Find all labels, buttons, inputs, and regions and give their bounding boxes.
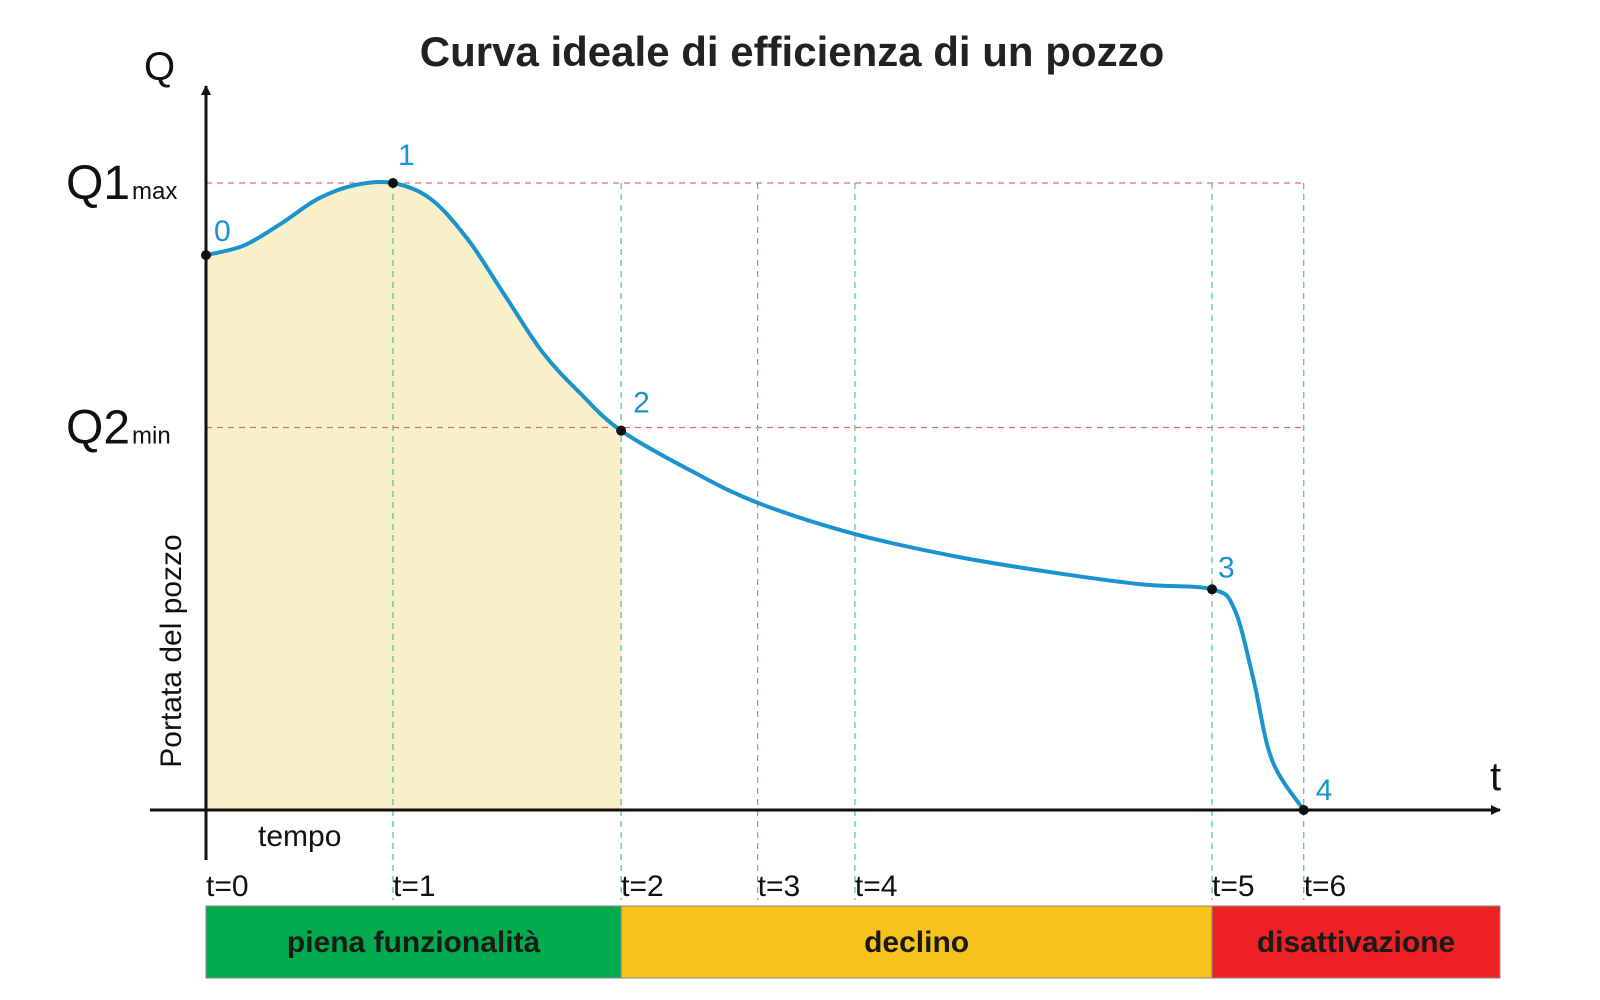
key-point-label-1: 1	[398, 139, 415, 172]
efficiency-curve	[204, 179, 1306, 812]
key-point-1	[388, 178, 398, 188]
x-tick-label: t=5	[1212, 870, 1255, 903]
phase-bar: piena funzionalità declino disattivazione	[205, 905, 1501, 979]
phase-segment	[205, 905, 622, 979]
key-point-label-3: 3	[1218, 551, 1235, 584]
phase-segment	[620, 905, 1213, 979]
y-axis-label: Portata del pozzo	[155, 534, 188, 767]
x-tick-label: t=4	[855, 870, 898, 903]
x-axis-symbol: t	[1490, 755, 1501, 799]
phase-label: declino	[864, 926, 969, 959]
phase-label: disattivazione	[1257, 926, 1455, 959]
shaded-area	[206, 181, 622, 811]
x-tick-label: t=2	[621, 870, 664, 903]
chart-title: Curva ideale di efficienza di un pozzo	[420, 28, 1164, 75]
y-level-label-q2min: Q2min	[66, 402, 171, 455]
guide-lines-layer	[206, 182, 1305, 900]
key-point-label-2: 2	[633, 387, 650, 420]
key-point-4	[1298, 805, 1309, 815]
key-point-0	[201, 250, 211, 261]
key-point-2	[616, 425, 627, 436]
phase-segment	[1211, 905, 1501, 979]
x-tick-label: t=0	[206, 870, 249, 903]
key-point-label-0: 0	[214, 215, 231, 248]
y-level-labels: Q1max Q2min	[66, 157, 177, 455]
y-level-label-q1max: Q1max	[66, 157, 177, 210]
y-axis-symbol: Q	[144, 45, 175, 89]
x-tick-label: t=3	[758, 870, 801, 903]
shaded-region-layer	[206, 181, 622, 811]
curve-layer	[204, 179, 1306, 812]
key-point-label-4: 4	[1316, 774, 1333, 807]
x-axis-label: tempo	[258, 820, 341, 853]
x-tick-label: t=1	[393, 870, 436, 903]
x-tick-labels: t=0 t=1 t=2 t=3 t=4 t=5 t=6	[206, 870, 1346, 903]
phase-label: piena funzionalità	[287, 926, 541, 959]
key-point-3	[1207, 584, 1218, 595]
x-tick-label: t=6	[1304, 870, 1347, 903]
key-points-layer: 0 1 2 3 4	[201, 139, 1332, 815]
